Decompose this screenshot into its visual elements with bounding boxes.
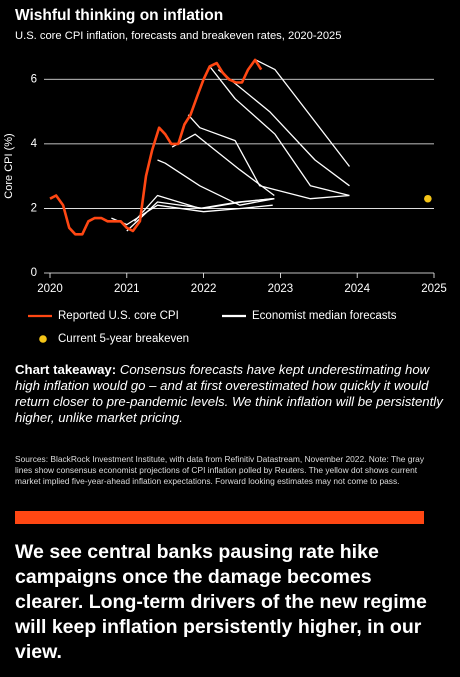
x-tick-label: 2024 — [344, 283, 370, 295]
line — [157, 159, 275, 206]
dot — [424, 194, 432, 203]
y-axis-label: Core CPI (%) — [3, 133, 15, 198]
y-tick-label: 4 — [31, 138, 38, 150]
line — [134, 194, 275, 222]
line — [187, 114, 350, 200]
y-tick-label: 2 — [31, 202, 37, 214]
x-tick-label: 2021 — [114, 283, 140, 295]
y-tick-label: 6 — [31, 73, 37, 85]
takeaway-label: Chart takeaway: — [15, 362, 117, 377]
x-tick-label: 2022 — [191, 283, 217, 295]
accent-bar — [15, 511, 424, 524]
x-tick-label: 2023 — [268, 283, 294, 295]
legend-label: Economist median forecasts — [252, 310, 397, 322]
chart-subtitle: U.S. core CPI inflation, forecasts and b… — [15, 30, 342, 42]
x-tick-label: 2020 — [37, 283, 63, 295]
line — [209, 65, 350, 197]
takeaway: Chart takeaway: Consensus forecasts have… — [15, 362, 445, 426]
takeaway-text: Consensus forecasts have kept underestim… — [15, 362, 443, 425]
sources: Sources: BlackRock Investment Institute,… — [15, 454, 425, 486]
line — [255, 59, 351, 167]
y-tick-label: 0 — [31, 267, 37, 279]
line — [171, 133, 275, 197]
chart: Wishful thinking on inflation U.S. core … — [3, 7, 447, 345]
legend-label: Reported U.S. core CPI — [58, 310, 179, 322]
legend-label: Current 5-year breakeven — [58, 333, 189, 345]
conclusion: We see central banks pausing rate hike c… — [15, 541, 427, 663]
x-tick-label: 2025 — [421, 283, 447, 295]
line — [49, 58, 263, 236]
chart-title: Wishful thinking on inflation — [15, 7, 223, 24]
line — [217, 69, 350, 187]
legend-swatch — [39, 335, 47, 343]
